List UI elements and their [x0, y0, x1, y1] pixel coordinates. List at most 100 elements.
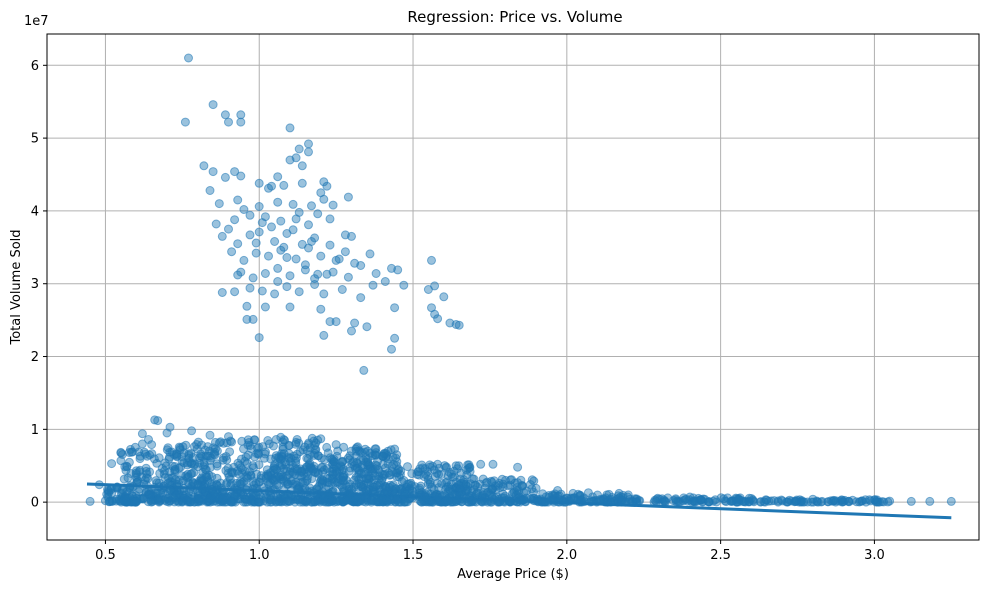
scatter-point [230, 215, 240, 225]
scatter-point [378, 469, 387, 479]
scatter-point [371, 269, 381, 278]
scatter-point [196, 449, 206, 459]
scatter-point [241, 452, 251, 462]
scatter-point [254, 477, 264, 487]
scatter-point [152, 488, 162, 498]
scatter-point [288, 199, 298, 209]
scatter-point [203, 442, 213, 452]
y-tick-label: 5 [31, 132, 39, 147]
scatter-point [294, 287, 304, 297]
scatter-point [623, 490, 633, 500]
scatter-point [378, 495, 387, 504]
scatter-point [245, 230, 255, 240]
scatter-point [403, 462, 412, 472]
scatter-point [220, 172, 230, 182]
scatter-point [298, 495, 308, 505]
scatter-point [504, 495, 513, 505]
scatter-point [224, 224, 233, 234]
scatter-point [519, 494, 529, 504]
scatter-point [359, 365, 369, 375]
scatter-point [137, 439, 147, 449]
scatter-point [347, 231, 356, 241]
scatter-point [212, 473, 222, 483]
scatter-point [219, 492, 229, 502]
scatter-point [342, 495, 352, 505]
scatter-point [205, 463, 215, 472]
scatter-point [200, 465, 210, 474]
scatter-point [738, 497, 748, 506]
scatter-point [140, 475, 150, 485]
scatter-point [380, 277, 390, 286]
scatter-point [295, 471, 305, 481]
scatter-point [587, 497, 597, 507]
scatter-point [925, 496, 935, 506]
scatter-point [343, 192, 353, 202]
scatter-point [390, 333, 400, 343]
scatter-point [425, 477, 435, 487]
scatter-point [274, 481, 284, 491]
scatter-point [383, 459, 393, 469]
scatter-point [498, 479, 508, 489]
scatter-point [319, 289, 329, 299]
scatter-point [242, 301, 252, 311]
scatter-point [561, 497, 571, 507]
scatter-point [135, 451, 145, 461]
scatter-point [606, 497, 616, 507]
scatter-point [671, 495, 681, 505]
scatter-point [236, 171, 246, 181]
scatter-point [307, 474, 317, 484]
scatter-point [195, 458, 205, 468]
scatter-point [252, 449, 262, 459]
scatter-point [245, 210, 255, 220]
scatter-point [432, 468, 442, 478]
scatter-point [614, 488, 624, 498]
scatter-point [415, 496, 425, 506]
scatter-point [210, 447, 220, 457]
scatter-point [295, 447, 305, 457]
scatter-point [348, 457, 358, 467]
scatter-point [331, 440, 341, 450]
scatter-point [179, 483, 189, 493]
scatter-point [324, 489, 334, 499]
scatter-point [230, 490, 240, 500]
scatter-point [325, 240, 335, 250]
scatter-point [224, 117, 233, 127]
scatter-point [329, 454, 339, 464]
scatter-point [227, 247, 237, 257]
scatter-point [146, 496, 156, 506]
scatter-point [184, 53, 193, 63]
scatter-point [484, 490, 494, 500]
scatter-point [276, 470, 286, 480]
scatter-point [440, 497, 450, 507]
x-tick-label: 0.5 [95, 548, 116, 563]
scatter-point [202, 472, 212, 482]
y-tick-label: 4 [31, 204, 39, 219]
scatter-point [140, 449, 150, 459]
scatter-point [170, 462, 180, 471]
scatter-point [328, 200, 338, 210]
scatter-point [433, 314, 443, 324]
scatter-point [291, 254, 301, 264]
scatter-point [236, 117, 246, 127]
scatter-point [177, 497, 187, 507]
scatter-point [180, 117, 190, 127]
points-layer [85, 53, 956, 507]
scatter-point [463, 460, 473, 470]
scatter-point [282, 497, 292, 507]
scatter-point [746, 494, 756, 503]
scatter-point [390, 303, 400, 313]
scatter-point [248, 314, 258, 324]
scatter-point [208, 167, 218, 177]
scatter-point [319, 194, 329, 204]
scatter-point [260, 302, 270, 312]
scatter-point [792, 495, 802, 505]
scatter-point [147, 440, 157, 450]
scatter-point [369, 482, 379, 492]
scatter-point [292, 484, 302, 494]
y-tick-label: 1 [31, 423, 39, 438]
scatter-point [531, 483, 541, 493]
scatter-point [583, 488, 593, 498]
scatter-point [382, 486, 392, 496]
scatter-point [358, 460, 367, 470]
scatter-point [94, 480, 104, 490]
